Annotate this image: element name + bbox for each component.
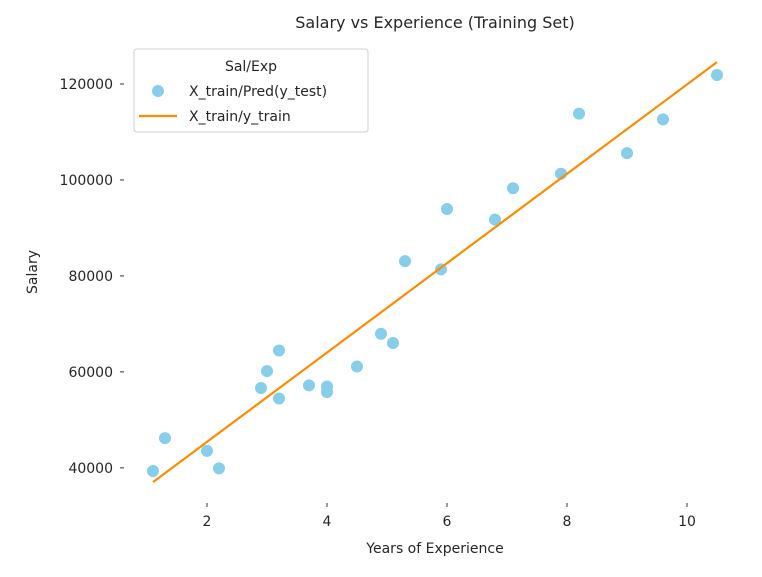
legend-scatter-marker — [152, 85, 164, 97]
scatter-point — [621, 147, 633, 160]
regression-line — [152, 61, 718, 484]
scatter-point — [273, 344, 285, 357]
scatter-point — [375, 327, 387, 340]
x-tick-label: 6 — [443, 514, 452, 530]
scatter-point — [399, 255, 411, 268]
scatter-point — [303, 379, 315, 392]
x-tick-label: 8 — [563, 514, 572, 530]
x-tick-label: 10 — [678, 514, 696, 530]
scatter-point — [159, 432, 171, 445]
scatter-point — [573, 107, 585, 120]
y-tick-label: 120000 — [60, 77, 113, 93]
chart-title: Salary vs Experience (Training Set) — [295, 13, 575, 32]
y-tick-label: 60000 — [68, 365, 113, 381]
scatter-point — [711, 68, 723, 81]
y-axis-label: Salary — [25, 250, 41, 294]
scatter-point — [261, 365, 273, 378]
scatter-point — [321, 386, 333, 399]
scatter-point — [213, 462, 225, 475]
x-tick-label: 4 — [323, 514, 332, 530]
scatter-point — [507, 182, 519, 195]
x-axis-label: Years of Experience — [365, 541, 503, 557]
scatter-point — [441, 203, 453, 216]
scatter-point — [657, 113, 669, 126]
scatter-point — [489, 213, 501, 226]
legend-title: Sal/Exp — [225, 59, 277, 75]
scatter-point — [255, 381, 267, 394]
y-tick-label: 40000 — [68, 461, 113, 477]
x-tick-label: 2 — [203, 514, 212, 530]
legend: Sal/Exp X_train/Pred(y_test) X_train/y_t… — [133, 48, 369, 133]
scatter-point — [201, 444, 213, 457]
x-axis: 2 4 6 8 10 — [203, 503, 696, 530]
scatter-point — [147, 465, 159, 478]
scatter-point — [351, 360, 363, 373]
y-tick-label: 80000 — [68, 269, 113, 285]
y-tick-label: 100000 — [60, 173, 113, 189]
legend-frame — [133, 48, 369, 133]
plot-area — [147, 61, 723, 484]
scatter-point — [387, 336, 399, 349]
legend-entry-scatter: X_train/Pred(y_test) — [189, 84, 327, 100]
scatter-point — [273, 392, 285, 405]
y-axis: 40000 60000 80000 100000 120000 — [60, 77, 124, 477]
legend-entry-line: X_train/y_train — [189, 109, 291, 125]
